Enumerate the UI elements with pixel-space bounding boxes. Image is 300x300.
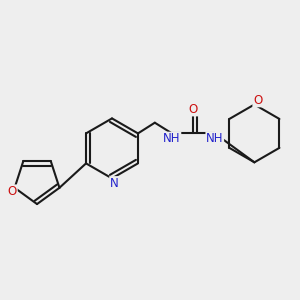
Text: O: O bbox=[189, 103, 198, 116]
Text: NH: NH bbox=[206, 132, 224, 145]
Text: O: O bbox=[8, 185, 17, 198]
Text: O: O bbox=[253, 94, 262, 107]
Text: NH: NH bbox=[163, 132, 181, 145]
Text: N: N bbox=[110, 177, 118, 190]
